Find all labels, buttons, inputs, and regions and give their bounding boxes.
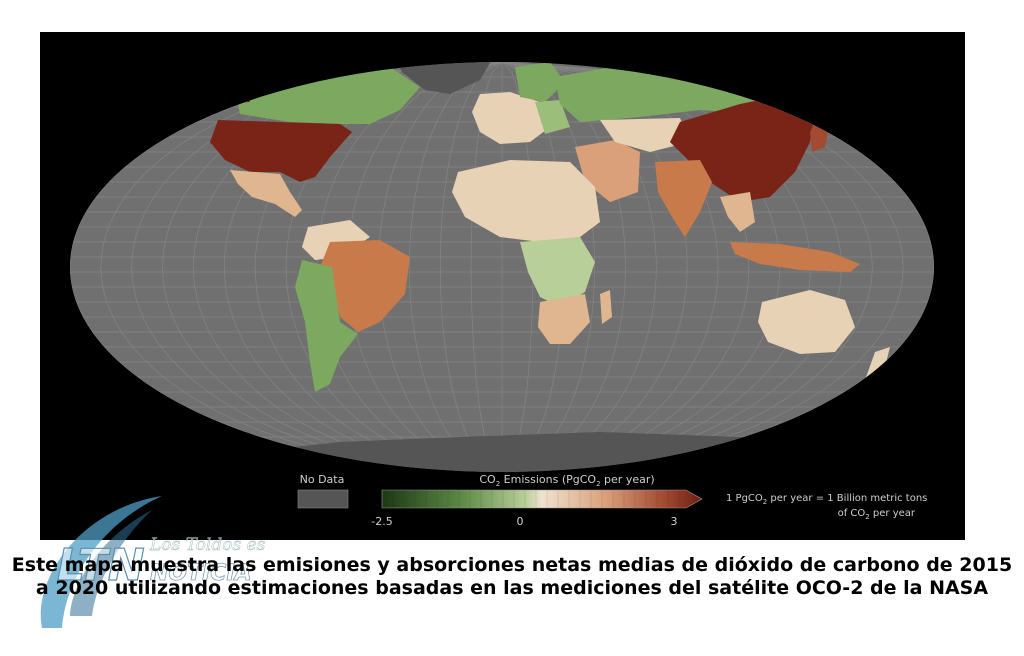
region-brazil — [320, 240, 410, 332]
region-usa — [210, 120, 352, 182]
region-south-america-north — [302, 220, 370, 260]
logo-swoosh-icon — [40, 496, 162, 628]
co2-emissions-map: No Data CO2 Emissions (PgCO2 per year) -… — [70, 62, 934, 528]
region-southeast-asia — [720, 192, 755, 232]
region-scandinavia — [515, 62, 565, 102]
region-indonesia — [730, 242, 860, 272]
logo-text-bottom: NOTICIA — [150, 561, 252, 586]
legend-no-data-label: No Data — [300, 473, 345, 486]
ltn-logo-watermark: LTN Los Toldos es NOTICIA — [40, 496, 266, 628]
region-india — [655, 160, 712, 237]
legend-scale-segments — [392, 490, 680, 508]
caption: Este mapa muestra las emisiones y absorc… — [0, 554, 1024, 600]
legend-color-scale — [381, 489, 703, 509]
legend-no-data-swatch — [297, 489, 349, 509]
region-eastern-europe — [535, 100, 570, 134]
region-new-zealand — [865, 347, 890, 380]
region-andes — [295, 260, 358, 392]
region-madagascar — [600, 290, 612, 324]
region-mexico — [230, 170, 302, 217]
logo-swoosh-inner-icon — [70, 510, 152, 616]
caption-line-2: a 2020 utilizando estimaciones basadas e… — [35, 577, 989, 599]
region-central-asia — [600, 118, 690, 152]
legend-title: CO2 Emissions (PgCO2 per year) — [479, 473, 654, 488]
legend-note-line1: 1 PgCO2 per year = 1 Billion metric tons — [726, 493, 927, 506]
legend-tick-min: -2.5 — [371, 515, 392, 528]
caption-line-1: Este mapa muestra las emisiones y absorc… — [11, 554, 1013, 576]
region-africa-south — [538, 294, 590, 344]
region-africa-north — [452, 160, 600, 242]
logo-text-top: Los Toldos es — [149, 535, 266, 555]
map-frame: No Data CO2 Emissions (PgCO2 per year) -… — [40, 32, 965, 540]
legend: No Data CO2 Emissions (PgCO2 per year) -… — [297, 473, 927, 528]
legend-note-line2: of CO2 per year — [838, 508, 916, 521]
region-europe — [472, 92, 550, 144]
region-alaska — [120, 62, 250, 112]
logo-letters: LTN — [57, 540, 145, 591]
legend-tick-max: 3 — [671, 515, 678, 528]
region-australia — [758, 290, 855, 354]
region-africa-central — [520, 237, 595, 307]
legend-tick-zero: 0 — [517, 515, 524, 528]
region-greenland — [390, 62, 495, 94]
